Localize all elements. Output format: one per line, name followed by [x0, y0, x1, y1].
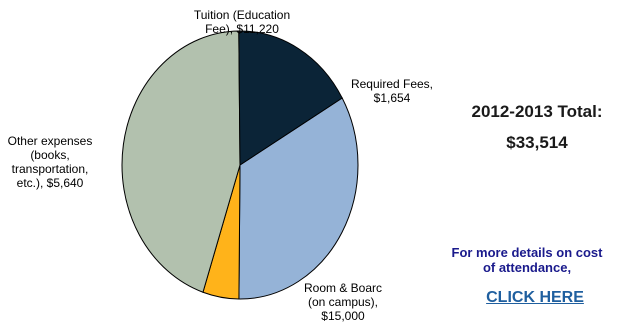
slice-label-other-expenses: Other expenses (books, transportation, e… — [7, 134, 93, 190]
pie-slice-room-and-board — [121, 30, 241, 293]
slice-label-required-fees: Required Fees, $1,654 — [350, 77, 434, 105]
details-text: For more details on cost of attendance, — [451, 245, 603, 275]
pie-slice-other-expenses — [238, 30, 343, 166]
click-here-link[interactable]: CLICK HERE — [486, 289, 584, 306]
slice-label-tuition: Tuition (Education Fee), $11,220 — [193, 8, 291, 36]
total-amount: $33,514 — [506, 133, 568, 152]
pie-slice-tuition — [238, 97, 359, 300]
total-heading: 2012-2013 Total: — [471, 102, 603, 121]
slice-label-room-and-board: Room & Boarc (on campus), $15,000 — [303, 281, 383, 323]
